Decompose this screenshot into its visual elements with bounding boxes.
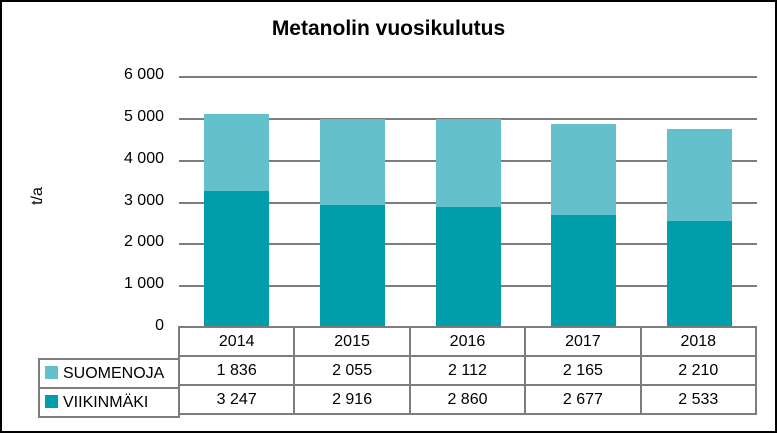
bar-stack-2016: [435, 119, 501, 327]
bar-segment-suomenoja-2015: [319, 119, 385, 206]
gridline: [179, 76, 757, 78]
bar-segment-viikinmäki-2017: [551, 215, 617, 327]
bar-segment-suomenoja-2018: [666, 128, 732, 222]
table-value-cell: 2 916: [293, 384, 411, 415]
legend-swatch-viikinmäki: [45, 394, 58, 408]
legend-label: VIIKINMÄKI: [63, 393, 149, 411]
y-axis-tick-label: 4 000: [123, 149, 164, 167]
table-value-cell: 2 055: [293, 355, 411, 386]
bar-stack-2015: [319, 119, 385, 327]
chart-title: Metanolin vuosikulutus: [271, 17, 506, 40]
table-year-header: 2018: [639, 326, 758, 357]
gridline: [179, 117, 757, 120]
legend-label: SUOMENOJA: [63, 364, 165, 382]
y-axis-tick-label: 3 000: [123, 191, 164, 209]
table-value-cell: 1 836: [177, 355, 296, 386]
y-axis-tick-label: 1 000: [123, 275, 164, 293]
bar-segment-suomenoja-2016: [435, 119, 501, 208]
bar-segment-suomenoja-2017: [551, 124, 617, 216]
table-year-header: 2017: [524, 326, 642, 357]
table-value-cell: 2 165: [524, 355, 642, 386]
table-value-cell: 2 112: [408, 355, 527, 386]
plot-area: [179, 76, 757, 327]
data-table: 2014 2015 2016 2017 2018 1 836 2 055 2 112 2 165…: [177, 326, 758, 415]
table-year-header: 2014: [177, 326, 296, 357]
table-value-cell: 2 533: [639, 384, 758, 415]
table-year-header: 2015: [293, 326, 411, 357]
y-axis-tick-label: 6 000: [123, 66, 164, 83]
legend-cell-viikinmäki: VIIKINMÄKI: [38, 387, 180, 418]
bar-segment-viikinmäki-2018: [666, 221, 732, 327]
legend-table: SUOMENOJA VIIKINMÄKI: [38, 358, 180, 418]
legend-cell-suomenoja: SUOMENOJA: [38, 358, 180, 389]
bar-stack-2017: [551, 124, 617, 327]
bar-stack-2014: [204, 114, 270, 327]
table-year-header: 2016: [408, 326, 527, 357]
table-value-cell: 2 210: [639, 355, 758, 386]
bar-segment-viikinmäki-2016: [435, 207, 501, 327]
y-axis-tick-label: 2 000: [123, 233, 164, 251]
bar-stack-2018: [666, 128, 732, 327]
y-axis-tick-label: 5 000: [123, 107, 164, 125]
legend-swatch-suomenoja: [45, 365, 58, 379]
bar-segment-viikinmäki-2015: [319, 205, 385, 327]
table-value-cell: 3 247: [177, 384, 296, 415]
bar-segment-viikinmäki-2014: [204, 191, 270, 327]
table-value-cell: 2 677: [524, 384, 642, 415]
bar-segment-suomenoja-2014: [204, 114, 270, 192]
y-axis-title: t/a: [29, 187, 46, 205]
y-axis-tick-label: 0: [155, 317, 164, 334]
table-value-cell: 2 860: [408, 384, 527, 415]
